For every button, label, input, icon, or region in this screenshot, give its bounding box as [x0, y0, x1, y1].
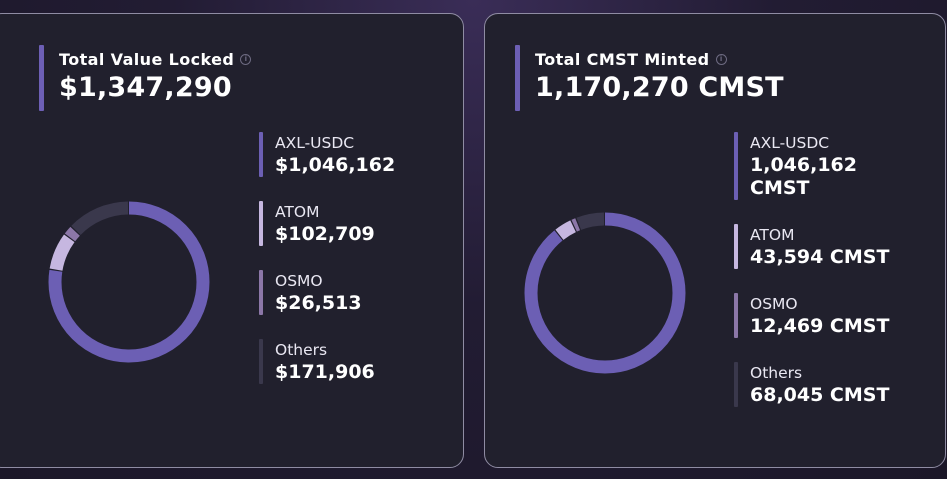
tvl-legend-item-others: Others $171,906 — [259, 339, 395, 384]
legend-value: $171,906 — [275, 361, 375, 383]
legend-swatch — [259, 339, 263, 384]
tvl-donut-chart — [48, 201, 210, 363]
legend-swatch — [259, 132, 263, 177]
cmst-value: 1,170,270 CMST — [535, 72, 784, 103]
legend-value: 68,045 CMST — [750, 384, 890, 406]
legend-label: Others — [750, 364, 803, 382]
legend-value: $1,046,162 — [275, 154, 396, 176]
info-icon[interactable]: i — [715, 54, 727, 65]
tvl-title: Total Value Locked — [59, 50, 235, 69]
cmst-title: Total CMST Minted — [535, 50, 710, 69]
cmst-donut-chart — [524, 212, 686, 374]
legend-swatch — [734, 293, 738, 338]
tvl-header-accent-bar — [39, 45, 44, 111]
tvl-legend: AXL-USDC $1,046,162 ATOM $102,709 OSMO $… — [259, 132, 395, 408]
cmst-card: Total CMST Minted i 1,170,270 CMST AXL-U… — [484, 13, 946, 468]
legend-value: 12,469 CMST — [750, 315, 890, 337]
legend-value: $102,709 — [275, 223, 375, 245]
cmst-header-accent-bar — [515, 45, 520, 111]
tvl-legend-item-axl-usdc: AXL-USDC $1,046,162 — [259, 132, 395, 177]
legend-label: ATOM — [750, 226, 795, 244]
legend-value: $26,513 — [275, 292, 362, 314]
cmst-slice-axl-usdc[interactable] — [524, 212, 686, 374]
cmst-legend-item-atom: ATOM 43,594 CMST — [734, 224, 889, 269]
legend-swatch — [734, 132, 738, 200]
tvl-header: Total Value Locked i $1,347,290 — [39, 45, 252, 111]
info-icon[interactable]: i — [240, 54, 252, 65]
legend-label: OSMO — [750, 295, 798, 313]
cmst-legend-item-axl-usdc: AXL-USDC 1,046,162 CMST — [734, 132, 889, 200]
legend-label: OSMO — [275, 272, 323, 290]
legend-label: Others — [275, 341, 328, 359]
tvl-legend-item-osmo: OSMO $26,513 — [259, 270, 395, 315]
legend-swatch — [259, 201, 263, 246]
cmst-legend: AXL-USDC 1,046,162 CMST ATOM 43,594 CMST… — [734, 132, 889, 431]
cmst-legend-item-others: Others 68,045 CMST — [734, 362, 889, 407]
legend-label: AXL-USDC — [750, 134, 830, 152]
tvl-legend-item-atom: ATOM $102,709 — [259, 201, 395, 246]
legend-label: ATOM — [275, 203, 320, 221]
tvl-slice-axl-usdc[interactable] — [48, 201, 210, 363]
legend-value: 43,594 CMST — [750, 246, 890, 268]
tvl-value: $1,347,290 — [59, 72, 232, 103]
legend-swatch — [259, 270, 263, 315]
legend-label: AXL-USDC — [275, 134, 355, 152]
cmst-header: Total CMST Minted i 1,170,270 CMST — [515, 45, 784, 111]
legend-swatch — [734, 224, 738, 269]
tvl-card: Total Value Locked i $1,347,290 AXL-USDC… — [0, 13, 464, 468]
legend-swatch — [734, 362, 738, 407]
legend-value: 1,046,162 CMST — [750, 154, 857, 199]
cmst-legend-item-osmo: OSMO 12,469 CMST — [734, 293, 889, 338]
